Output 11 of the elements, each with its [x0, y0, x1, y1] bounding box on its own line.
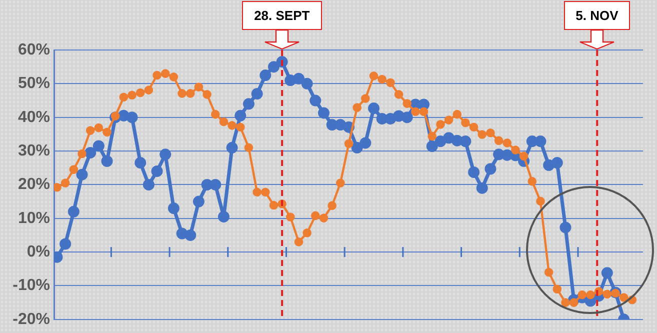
- y-tick-label: 50%: [18, 75, 50, 92]
- text: 28. SEPT: [242, 1, 322, 30]
- y-tick-label: -10%: [12, 277, 50, 294]
- y-tick-label: 60%: [18, 41, 50, 58]
- y-tick-label: 30%: [18, 142, 50, 160]
- y-tick-label: -20%: [12, 310, 50, 328]
- y-tick-label: 40%: [18, 108, 50, 126]
- y-tick-label: 0%: [26, 243, 50, 260]
- y-tick-label: 10%: [18, 210, 50, 227]
- text: 5. NOV: [564, 1, 630, 30]
- y-tick-label: 20%: [18, 176, 50, 194]
